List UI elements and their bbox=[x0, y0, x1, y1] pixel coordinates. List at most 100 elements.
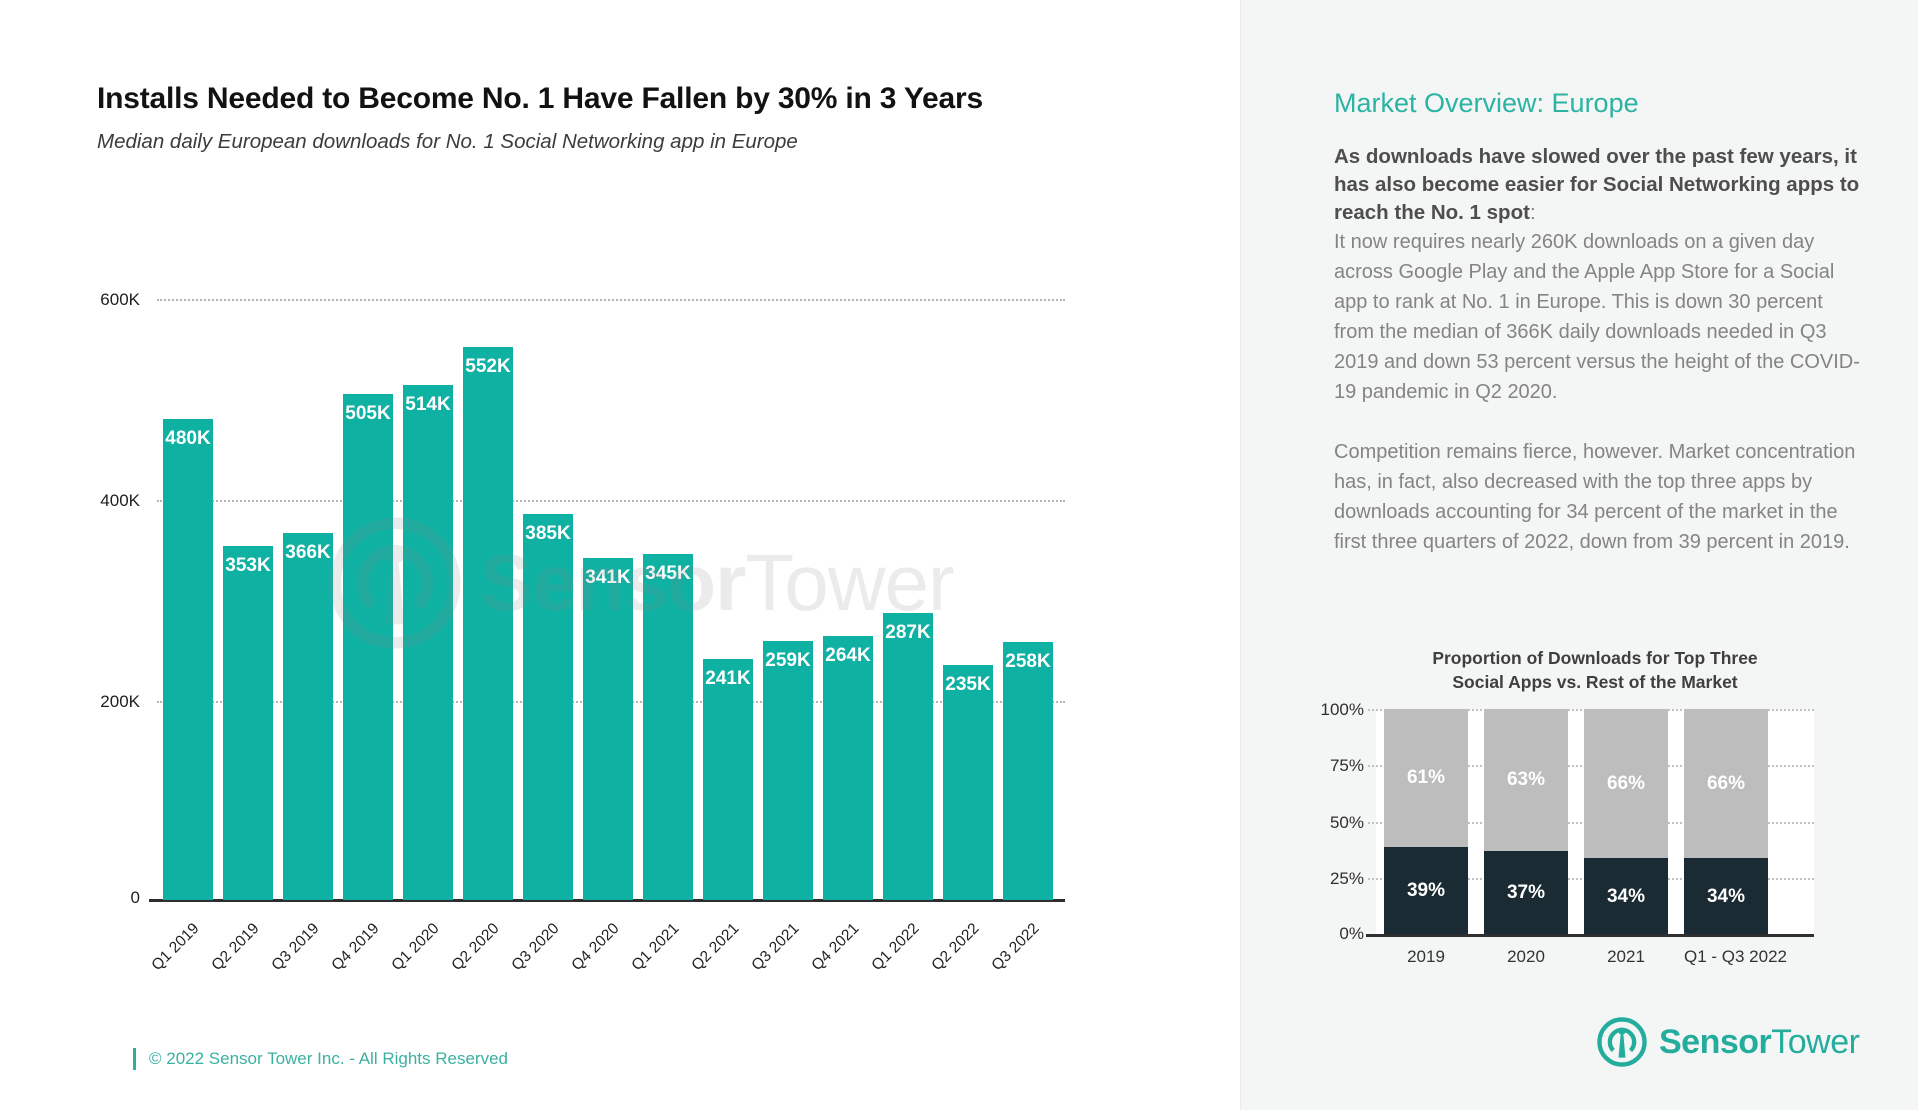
x-axis-label: Q4 2019 bbox=[328, 920, 383, 975]
y-axis-tick: 600K bbox=[100, 290, 140, 309]
segment-value-label: 34% bbox=[1706, 885, 1746, 907]
bar-value-label: 480K bbox=[165, 428, 211, 449]
proportion-stacked-chart: Proportion of Downloads for Top Three So… bbox=[1301, 646, 1871, 967]
y-axis-tick: 25% bbox=[1329, 869, 1364, 889]
segment-value-label: 34% bbox=[1606, 885, 1646, 907]
bar-value-label: 235K bbox=[945, 674, 991, 695]
x-axis-label: Q1 - Q3 2022 bbox=[1684, 947, 1788, 967]
y-axis-tick: 0 bbox=[130, 888, 140, 907]
bar-q1-2020: 514K Q1 2020 bbox=[388, 385, 453, 974]
bar-value-label: 366K bbox=[285, 542, 331, 563]
bar-value-label: 345K bbox=[645, 563, 691, 584]
copyright-text: © 2022 Sensor Tower Inc. - All Rights Re… bbox=[149, 1049, 508, 1068]
x-axis-label: Q2 2022 bbox=[928, 920, 983, 975]
bar-value-label: 385K bbox=[525, 523, 571, 544]
stacked-bar-2019: 61% 39% bbox=[1384, 709, 1468, 936]
bar-q2-2022: 235K Q2 2022 bbox=[928, 665, 993, 974]
stacked-chart-x-labels: 2019 2020 2021 Q1 - Q3 2022 bbox=[1376, 947, 1814, 967]
panel-heading: Market Overview: Europe bbox=[1334, 88, 1639, 118]
stacked-bar-2021: 66% 34% bbox=[1584, 709, 1668, 936]
x-axis-label: Q3 2020 bbox=[508, 920, 563, 975]
sensor-tower-logo: SensorTower bbox=[1596, 1016, 1860, 1068]
bar-value-label: 552K bbox=[465, 356, 511, 377]
market-overview-panel: Market Overview: Europe As downloads hav… bbox=[1240, 0, 1918, 1110]
bar-q3-2021: 259K Q3 2021 bbox=[748, 641, 813, 974]
y-axis-tick: 400K bbox=[100, 491, 140, 510]
bar-q2-2019: 353K Q2 2019 bbox=[208, 546, 273, 974]
bar-value-label: 505K bbox=[345, 403, 391, 424]
x-axis-label: Q3 2022 bbox=[988, 920, 1043, 975]
bar-value-label: 341K bbox=[585, 567, 631, 588]
x-axis-label: Q1 2019 bbox=[148, 920, 203, 975]
segment-value-label: 39% bbox=[1406, 880, 1446, 902]
bar-series: 480K Q1 2019 353K Q2 2019 366K Q3 2019 505K Q4 … bbox=[148, 347, 1053, 974]
bar-q4-2019: 505K Q4 2019 bbox=[328, 394, 393, 974]
sensor-tower-logo-icon bbox=[1597, 1017, 1647, 1067]
gridline-600k bbox=[157, 299, 1065, 301]
segment-rest-of-market: 66% bbox=[1584, 709, 1668, 859]
mini-chart-title: Proportion of Downloads for Top Three So… bbox=[1432, 648, 1758, 693]
segment-rest-of-market: 66% bbox=[1684, 709, 1768, 859]
page-subtitle: Median daily European downloads for No. … bbox=[97, 130, 798, 153]
x-axis-label: Q2 2020 bbox=[448, 920, 503, 975]
segment-top-three-apps: 37% bbox=[1484, 851, 1568, 936]
segment-top-three-apps: 39% bbox=[1384, 847, 1468, 936]
stacked-bar-2020: 63% 37% bbox=[1484, 709, 1568, 936]
segment-rest-of-market: 61% bbox=[1384, 709, 1468, 848]
panel-paragraph-1: It now requires nearly 260K downloads on… bbox=[1334, 231, 1860, 403]
x-axis-label: Q3 2019 bbox=[268, 920, 323, 975]
x-axis-label: 2021 bbox=[1607, 947, 1645, 967]
segment-value-label: 66% bbox=[1606, 772, 1646, 794]
bar-value-label: 264K bbox=[825, 645, 871, 666]
bar-value-label: 241K bbox=[705, 668, 751, 689]
x-axis-label: Q2 2021 bbox=[688, 920, 743, 975]
bar-q4-2020: 341K Q4 2020 bbox=[568, 558, 633, 974]
x-axis-label: Q1 2022 bbox=[868, 920, 923, 975]
y-axis-tick: 0% bbox=[1339, 924, 1364, 944]
segment-rest-of-market: 63% bbox=[1484, 709, 1568, 852]
stacked-chart-plot-area: 100% 75% 50% 25% 0% 61% 39% 63% 37% 66% 34% 66… bbox=[1321, 700, 1814, 943]
copyright-footer: © 2022 Sensor Tower Inc. - All Rights Re… bbox=[133, 1048, 508, 1070]
bar-q1-2021: 345K Q1 2021 bbox=[628, 554, 693, 974]
x-axis-label: Q1 2020 bbox=[388, 920, 443, 975]
bar-value-label: 353K bbox=[225, 555, 271, 576]
x-axis-label: Q3 2021 bbox=[748, 920, 803, 975]
x-axis-label: Q1 2021 bbox=[628, 920, 683, 975]
x-axis-label: 2019 bbox=[1407, 947, 1445, 967]
logo-text: SensorTower bbox=[1659, 1022, 1860, 1061]
y-axis-tick: 100% bbox=[1320, 700, 1364, 720]
bar-q3-2022: 258K Q3 2022 bbox=[988, 642, 1053, 974]
bar-q1-2019: 480K Q1 2019 bbox=[148, 419, 213, 974]
x-axis-line bbox=[1366, 934, 1814, 938]
x-axis-line bbox=[149, 899, 1065, 902]
x-axis-label: 2020 bbox=[1507, 947, 1545, 967]
bar-value-label: 259K bbox=[765, 650, 811, 671]
bar-q1-2022: 287K Q1 2022 bbox=[868, 613, 933, 974]
gridline-400k bbox=[157, 500, 1065, 502]
page-title: Installs Needed to Become No. 1 Have Fal… bbox=[97, 82, 983, 115]
y-axis-tick: 200K bbox=[100, 692, 140, 711]
bar-q2-2021: 241K Q2 2021 bbox=[688, 659, 753, 974]
bar-value-label: 258K bbox=[1005, 651, 1051, 672]
main-chart-section: Installs Needed to Become No. 1 Have Fal… bbox=[0, 82, 1100, 1070]
segment-value-label: 37% bbox=[1506, 882, 1546, 904]
bar-value-label: 514K bbox=[405, 394, 451, 415]
x-axis-label: Q4 2021 bbox=[808, 920, 863, 975]
stacked-bar-series: 61% 39% 63% 37% 66% 34% 66% 34% bbox=[1384, 709, 1768, 936]
bar-q2-2020: 552K Q2 2020 bbox=[448, 347, 513, 974]
x-axis-label: Q2 2019 bbox=[208, 920, 263, 975]
segment-value-label: 61% bbox=[1406, 767, 1446, 789]
downloads-bar-chart: 600K 400K 200K 0 480K Q1 2019 353K Q2 2019 3… bbox=[0, 290, 1100, 974]
bar-chart-plot-area: 480K Q1 2019 353K Q2 2019 366K Q3 2019 505K Q4 … bbox=[148, 299, 1065, 974]
x-axis-label: Q4 2020 bbox=[568, 920, 623, 975]
segment-top-three-apps: 34% bbox=[1684, 858, 1768, 936]
stacked-bar-q1---q3-2022: 66% 34% bbox=[1684, 709, 1768, 936]
segment-top-three-apps: 34% bbox=[1584, 858, 1668, 936]
bar-q4-2021: 264K Q4 2021 bbox=[808, 636, 873, 974]
segment-value-label: 66% bbox=[1706, 772, 1746, 794]
bar-q3-2020: 385K Q3 2020 bbox=[508, 514, 573, 974]
y-axis-tick: 50% bbox=[1329, 813, 1364, 833]
y-axis-tick: 75% bbox=[1329, 756, 1364, 776]
bar-value-label: 287K bbox=[885, 622, 931, 643]
